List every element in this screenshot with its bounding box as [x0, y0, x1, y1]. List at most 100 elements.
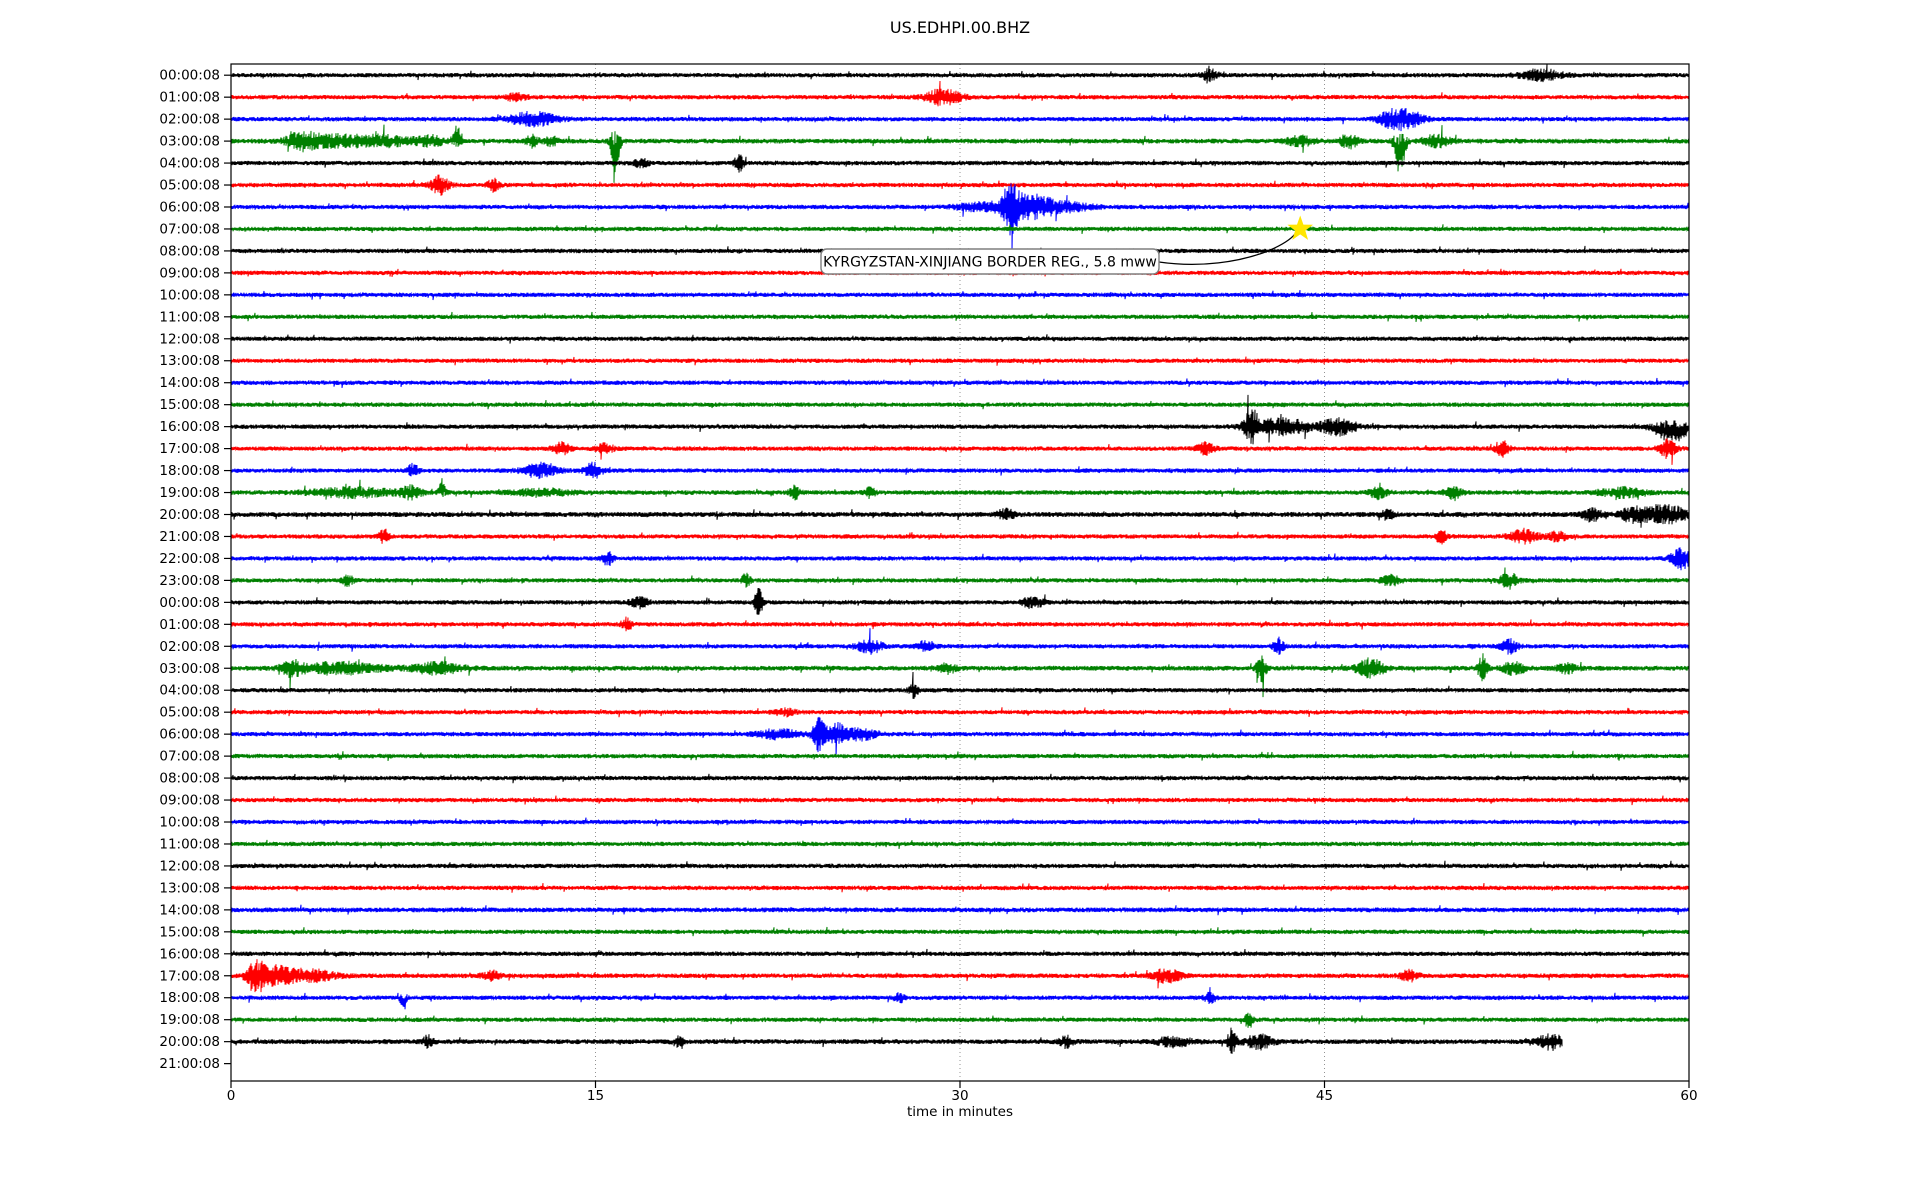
trace-row-4 [230, 154, 1690, 173]
y-tick-label: 17:00:08 [159, 441, 220, 457]
trace-row-30 [230, 716, 1690, 758]
y-tick-label: 20:00:08 [159, 1034, 220, 1050]
trace-row-21 [230, 527, 1690, 545]
trace-row-2 [230, 107, 1690, 132]
y-tick-label: 16:00:08 [159, 419, 220, 435]
trace-row-22 [230, 547, 1690, 571]
trace-row-38 [230, 904, 1690, 916]
trace-row-23 [230, 567, 1690, 590]
y-tick-label: 02:00:08 [159, 112, 220, 128]
gridlines [595, 64, 1325, 1081]
x-tick-label: 30 [951, 1088, 968, 1104]
trace-row-32 [230, 773, 1690, 784]
y-tick-label: 11:00:08 [159, 836, 220, 852]
y-tick-label: 12:00:08 [159, 331, 220, 347]
y-tick-label: 03:00:08 [159, 134, 220, 150]
annotation-label: KYRGYZSTAN-XINJIANG BORDER REG., 5.8 mww [823, 255, 1157, 271]
trace-row-29 [230, 707, 1690, 718]
x-axis-ticks [230, 1081, 1690, 1088]
trace-row-37 [230, 883, 1690, 893]
x-tick-label: 45 [1316, 1088, 1333, 1104]
y-tick-label: 04:00:08 [159, 683, 220, 699]
y-tick-label: 06:00:08 [159, 199, 220, 215]
trace-row-26 [230, 628, 1690, 655]
trace-row-31 [230, 750, 1690, 761]
y-tick-label: 19:00:08 [159, 1012, 220, 1028]
y-tick-label: 17:00:08 [159, 968, 220, 984]
x-axis-label: time in minutes [907, 1104, 1013, 1120]
trace-row-3 [230, 124, 1690, 183]
trace-row-24 [230, 587, 1690, 615]
trace-row-40 [230, 948, 1690, 959]
y-tick-label: 00:00:08 [159, 68, 220, 84]
trace-row-13 [230, 356, 1690, 366]
y-tick-label: 06:00:08 [159, 727, 220, 743]
trace-row-27 [230, 653, 1690, 698]
y-tick-label: 21:00:08 [159, 529, 220, 545]
y-axis-ticks [224, 74, 231, 1065]
trace-row-43 [230, 1012, 1690, 1028]
y-tick-label: 12:00:08 [159, 858, 220, 874]
y-tick-label: 18:00:08 [159, 990, 220, 1006]
trace-row-6 [230, 183, 1690, 252]
chart-title: US.EDHPI.00.BHZ [889, 18, 1031, 37]
y-tick-label: 14:00:08 [159, 375, 220, 391]
trace-row-14 [230, 377, 1690, 388]
y-tick-label: 15:00:08 [159, 924, 220, 940]
y-tick-label: 23:00:08 [159, 573, 220, 589]
y-tick-label: 03:00:08 [159, 661, 220, 677]
y-tick-label: 04:00:08 [159, 156, 220, 172]
trace-row-17 [230, 438, 1690, 465]
trace-row-28 [230, 671, 1690, 699]
x-tick-label: 15 [587, 1088, 604, 1104]
x-tick-label: 0 [227, 1088, 236, 1104]
y-tick-label: 16:00:08 [159, 946, 220, 962]
y-tick-label: 05:00:08 [159, 705, 220, 721]
y-tick-label: 13:00:08 [159, 880, 220, 896]
y-tick-label: 08:00:08 [159, 771, 220, 787]
trace-row-10 [230, 290, 1690, 301]
y-tick-label: 18:00:08 [159, 463, 220, 479]
y-tick-label: 07:00:08 [159, 749, 220, 765]
trace-row-44 [230, 1027, 1563, 1054]
event-annotation: KYRGYZSTAN-XINJIANG BORDER REG., 5.8 mww [820, 215, 1313, 275]
y-tick-label: 01:00:08 [159, 90, 220, 106]
y-tick-label: 15:00:08 [159, 397, 220, 413]
trace-row-16 [230, 394, 1690, 445]
y-tick-label: 14:00:08 [159, 902, 220, 918]
trace-row-5 [230, 174, 1690, 196]
y-tick-label: 10:00:08 [159, 815, 220, 831]
y-tick-label: 13:00:08 [159, 353, 220, 369]
trace-row-34 [230, 817, 1690, 827]
trace-row-36 [230, 860, 1690, 871]
trace-row-18 [230, 461, 1690, 480]
trace-row-12 [230, 334, 1690, 344]
trace-row-0 [230, 64, 1690, 84]
y-axis-labels: 00:00:08 01:00:08 02:00:08 03:00:08 04:00:08… [159, 68, 220, 1072]
trace-row-39 [230, 926, 1690, 937]
annotation-leader-line [1158, 233, 1296, 266]
y-tick-label: 08:00:08 [159, 243, 220, 259]
annotation-box [820, 248, 1160, 275]
x-axis-tick-labels: 0 15 30 45 60 [227, 1088, 1698, 1104]
trace-row-41 [230, 959, 1690, 993]
y-tick-label: 02:00:08 [159, 639, 220, 655]
y-tick-label: 01:00:08 [159, 617, 220, 633]
y-tick-label: 09:00:08 [159, 793, 220, 809]
y-tick-label: 21:00:08 [159, 1056, 220, 1072]
trace-row-42 [230, 987, 1690, 1010]
y-tick-label: 19:00:08 [159, 485, 220, 501]
y-tick-label: 09:00:08 [159, 265, 220, 281]
trace-row-7 [230, 224, 1690, 234]
y-tick-label: 11:00:08 [159, 309, 220, 325]
trace-row-1 [230, 80, 1690, 107]
trace-row-15 [230, 400, 1690, 410]
y-tick-label: 07:00:08 [159, 221, 220, 237]
y-tick-label: 20:00:08 [159, 507, 220, 523]
y-tick-label: 00:00:08 [159, 595, 220, 611]
y-tick-label: 05:00:08 [159, 178, 220, 194]
y-tick-label: 10:00:08 [159, 287, 220, 303]
trace-row-19 [230, 478, 1690, 502]
